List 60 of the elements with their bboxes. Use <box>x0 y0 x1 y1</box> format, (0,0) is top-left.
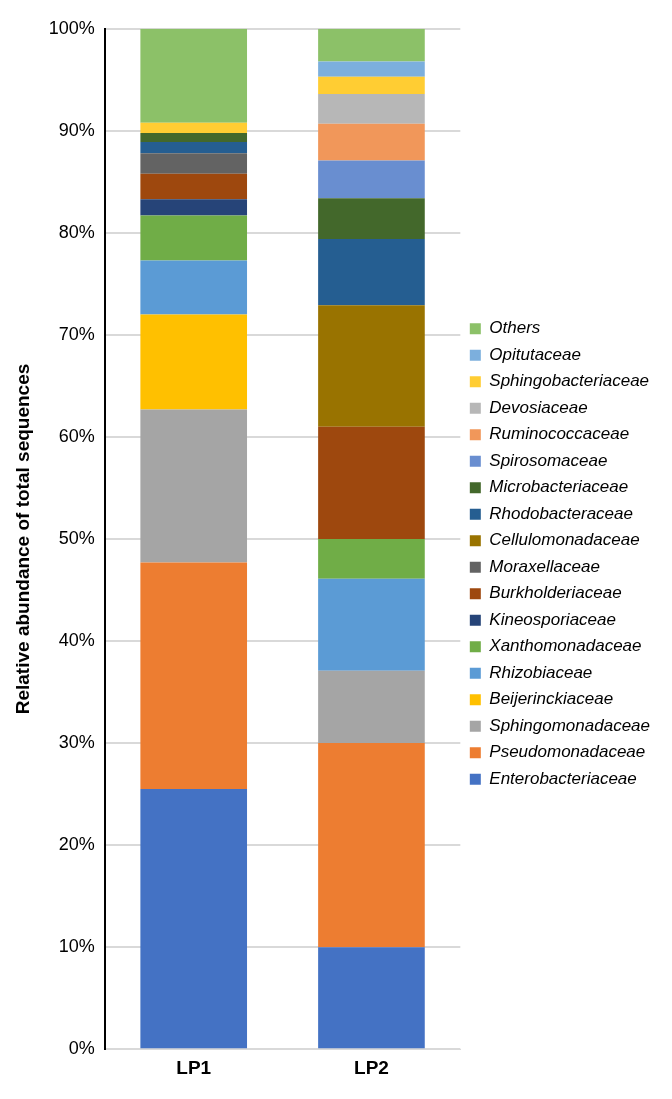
legend-label: Xanthomonadaceae <box>488 636 642 656</box>
bar <box>318 578 425 671</box>
bar <box>140 260 248 315</box>
bar <box>140 122 248 133</box>
legend-label: Burkholderiaceae <box>489 583 622 603</box>
legend-label: Pseudomonadaceae <box>489 742 646 762</box>
bar <box>140 314 248 410</box>
bar <box>140 142 248 154</box>
bar <box>140 28 248 123</box>
y-tick-label: 40% <box>58 630 95 651</box>
bar <box>140 562 248 789</box>
legend-label: Spirosomaceae <box>489 450 608 470</box>
legend-label: Sphingomonadaceae <box>489 715 650 735</box>
legend-label: Ruminococcaceae <box>489 424 630 444</box>
bar <box>318 670 425 744</box>
bar <box>318 94 425 124</box>
bar <box>318 61 425 77</box>
bar <box>318 743 425 948</box>
legend-label: Sphingobacteriaceae <box>489 371 650 391</box>
y-tick-label: 90% <box>58 119 95 140</box>
x-tick-label: LP2 <box>354 1056 389 1078</box>
bar <box>318 28 425 62</box>
legend-label: Rhodobacteraceae <box>489 503 633 523</box>
legend-label: Beijerinckiaceae <box>489 689 614 709</box>
bar <box>140 215 248 261</box>
y-tick-label: 10% <box>58 936 95 957</box>
bar <box>318 160 425 199</box>
bar <box>318 123 425 161</box>
legend-label: Devosiaceae <box>489 397 588 417</box>
y-tick-label: 60% <box>58 425 95 446</box>
bar <box>140 199 248 216</box>
y-axis-title: Relative abundance of total sequences <box>11 363 33 715</box>
bar <box>140 153 248 174</box>
bar <box>318 539 425 579</box>
x-tick-label: LP1 <box>176 1056 212 1078</box>
y-tick-label: 20% <box>58 834 95 855</box>
bar <box>140 409 248 563</box>
bar <box>140 132 248 143</box>
y-tick-label: 50% <box>58 527 95 548</box>
bar <box>318 947 425 1049</box>
legend-label: Opitutaceae <box>489 344 581 364</box>
bar <box>318 198 425 239</box>
bar <box>318 76 425 95</box>
legend-label: Kineosporiaceae <box>489 609 616 629</box>
y-tick-label: 100% <box>48 17 95 38</box>
legend-label: Others <box>489 318 541 338</box>
y-tick-label: 0% <box>68 1038 95 1059</box>
bar <box>140 173 248 200</box>
legend-label: Moraxellaceae <box>489 556 600 576</box>
bar <box>318 426 425 539</box>
legend-label: Rhizobiaceae <box>489 662 593 682</box>
legend-label: Microbacteriaceae <box>489 477 629 497</box>
legend-label: Enterobacteriaceae <box>489 768 637 788</box>
bar <box>140 789 248 1049</box>
y-tick-label: 30% <box>58 732 95 753</box>
y-tick-label: 80% <box>58 221 95 242</box>
bar <box>318 305 425 427</box>
y-tick-label: 70% <box>58 323 95 344</box>
bar <box>318 239 425 306</box>
legend-label: Cellulomonadaceae <box>489 530 640 550</box>
